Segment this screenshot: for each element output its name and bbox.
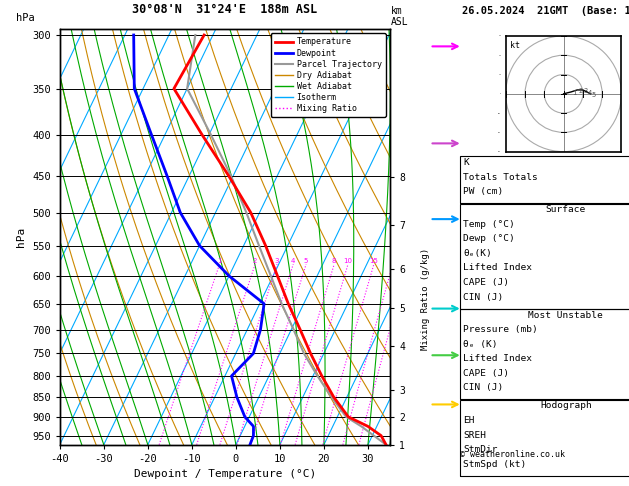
Text: 10: 10 [343,258,352,264]
Legend: Temperature, Dewpoint, Parcel Trajectory, Dry Adiabat, Wet Adiabat, Isotherm, Mi: Temperature, Dewpoint, Parcel Trajectory… [271,34,386,117]
Text: 5: 5 [591,92,596,98]
Text: 3: 3 [584,88,588,94]
Text: CAPE (J): CAPE (J) [463,278,509,287]
Text: 4: 4 [291,258,296,264]
Text: CIN (J): CIN (J) [463,383,503,393]
Text: 5: 5 [304,258,308,264]
Text: 2: 2 [253,258,257,264]
Text: SREH: SREH [463,431,486,440]
Text: 3: 3 [275,258,279,264]
Text: 2: 2 [578,88,582,94]
Text: θₑ (K): θₑ (K) [463,340,498,349]
Text: Temp (°C): Temp (°C) [463,220,515,229]
Text: StmDir: StmDir [463,445,498,454]
Text: Lifted Index: Lifted Index [463,263,532,273]
Text: PW (cm): PW (cm) [463,187,503,196]
Text: kt: kt [509,40,520,50]
Text: 26.05.2024  21GMT  (Base: 18): 26.05.2024 21GMT (Base: 18) [462,5,629,16]
Text: Surface: Surface [546,205,586,214]
Text: 1: 1 [218,258,222,264]
X-axis label: Dewpoint / Temperature (°C): Dewpoint / Temperature (°C) [134,469,316,479]
Text: K: K [463,158,469,167]
Text: 4: 4 [587,90,592,96]
Text: Totals Totals: Totals Totals [463,173,538,182]
Text: StmSpd (kt): StmSpd (kt) [463,460,526,469]
Text: 8: 8 [332,258,337,264]
Text: km
ASL: km ASL [391,6,409,27]
Y-axis label: hPa: hPa [16,227,26,247]
Text: 15: 15 [369,258,378,264]
Text: Hodograph: Hodograph [540,401,592,411]
Text: © weatheronline.co.uk: © weatheronline.co.uk [460,450,565,459]
Text: 30°08'N  31°24'E  188m ASL: 30°08'N 31°24'E 188m ASL [132,2,318,16]
Text: Lifted Index: Lifted Index [463,354,532,364]
Text: Pressure (mb): Pressure (mb) [463,325,538,334]
Text: Dewp (°C): Dewp (°C) [463,234,515,243]
Text: hPa: hPa [16,13,35,23]
Text: Mixing Ratio (g/kg): Mixing Ratio (g/kg) [421,248,430,350]
Text: CAPE (J): CAPE (J) [463,369,509,378]
Text: 1: 1 [572,90,577,96]
Text: Most Unstable: Most Unstable [528,311,603,320]
Text: EH: EH [463,416,474,425]
Text: CIN (J): CIN (J) [463,293,503,302]
Text: θₑ(K): θₑ(K) [463,249,492,258]
